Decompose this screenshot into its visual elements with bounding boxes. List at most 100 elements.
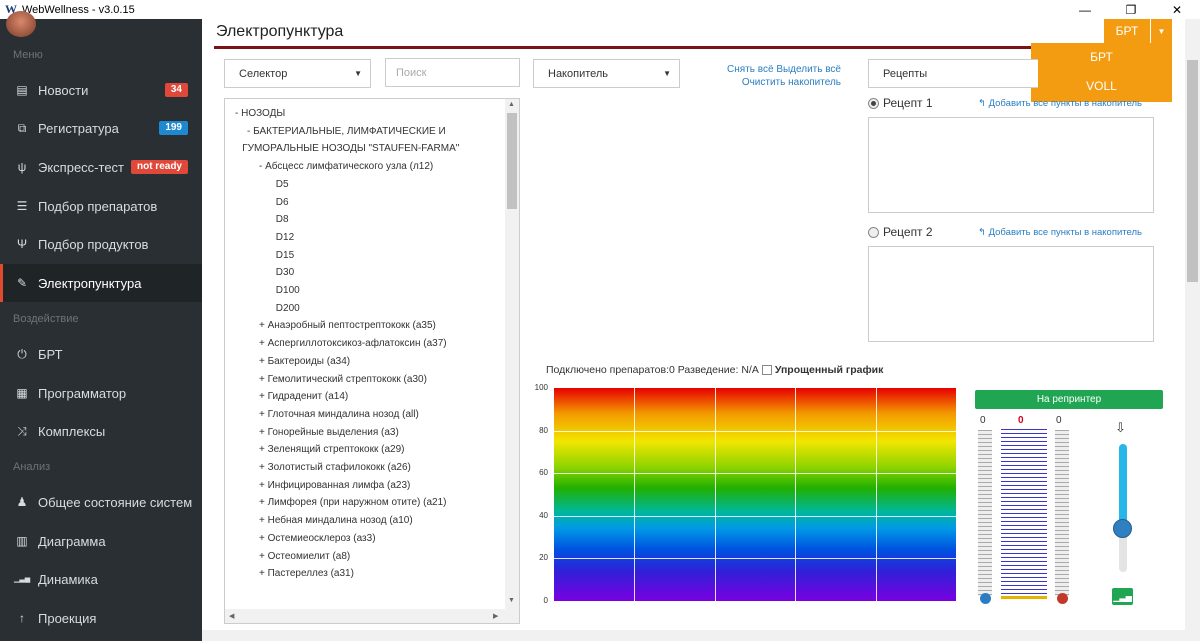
tree-scroll-thumb[interactable] <box>507 113 517 209</box>
sidebar-item-programmer[interactable]: ▦ Программатор <box>0 374 202 412</box>
tree-node[interactable]: - Абсцесс лимфатического узла (л12) <box>259 161 434 173</box>
tree-node[interactable]: + Зеленящий стрептококк (а29) <box>259 444 405 456</box>
sidebar-item-dynamics[interactable]: ▁▃▅ Динамика <box>0 560 202 598</box>
sliders-icon: ☰ <box>16 199 28 213</box>
simplified-chart-checkbox[interactable] <box>761 365 772 375</box>
tree-node[interactable]: + Глоточная миндалина нозод (all) <box>259 408 419 420</box>
tree-node[interactable]: + Остеомиелит (а8) <box>259 550 351 562</box>
tree-node[interactable]: D12 <box>275 231 295 243</box>
count-badge: not ready <box>130 160 188 174</box>
clear-accumulator-link[interactable]: Очистить накопитель <box>741 77 841 88</box>
selector-dropdown[interactable]: Селектор ▼ <box>224 59 371 88</box>
tree-node[interactable]: + Инфицированная лимфа (а23) <box>259 479 411 491</box>
tree-node[interactable]: ГУМОРАЛЬНЫЕ НОЗОДЫ "STAUFEN-FARMA" <box>242 143 460 155</box>
tree-node[interactable]: + Аспергиллотоксикоз-афлатоксин (а37) <box>259 338 447 350</box>
tree-node[interactable]: + Гидраденит (а14) <box>259 391 349 403</box>
tree-node[interactable]: + Бактероиды (а34) <box>259 355 351 367</box>
count-badge: 34 <box>164 83 188 97</box>
scroll-right-icon[interactable]: ▶ <box>493 613 499 620</box>
sidebar-item-diagram[interactable]: ▥ Диаграмма <box>0 522 202 560</box>
tree-node[interactable]: + Гемолитический стрептококк (а30) <box>259 373 427 385</box>
tree-node[interactable]: D100 <box>275 285 300 296</box>
recipe-1-add-link[interactable]: ↰ Добавить все пункты в накопитель <box>978 98 1142 109</box>
search-input[interactable]: Поиск <box>385 58 520 87</box>
recipe-1-textarea[interactable] <box>868 117 1154 213</box>
sidebar-item-label: Общее состояние систем <box>38 494 193 510</box>
recipe-2-add-link[interactable]: ↰ Добавить все пункты в накопитель <box>978 227 1142 238</box>
mode-dropdown-menu: БРТ VOLL <box>1031 43 1172 102</box>
radio-unselected-icon[interactable] <box>868 226 879 238</box>
tree-node[interactable]: + Анаэробный пептострептококк (а35) <box>259 320 436 332</box>
recipe-2-radio[interactable]: Рецепт 2 <box>868 225 933 239</box>
tree-node[interactable]: + Остемиеосклероз (аз3) <box>259 532 376 544</box>
page-scroll-thumb[interactable] <box>1187 60 1198 282</box>
header-divider <box>214 46 1172 49</box>
caret-down-icon[interactable]: ▼ <box>1150 19 1172 43</box>
right-marker-dot[interactable] <box>1057 593 1068 604</box>
sidebar-item-news[interactable]: ▤ Новости 34 <box>0 71 202 109</box>
signal-icon: ▁▃▅ <box>14 576 31 583</box>
sidebar-item-registry[interactable]: ⧉ Регистратура 199 <box>0 109 202 147</box>
mode-option-brt[interactable]: БРТ <box>1090 50 1113 64</box>
sidebar-item-label: Проекция <box>38 610 97 626</box>
close-button[interactable]: ✕ <box>1171 2 1183 17</box>
tree-node[interactable]: D15 <box>275 249 295 261</box>
sidebar-item-food-selection[interactable]: Ψ Подбор продуктов <box>0 225 202 263</box>
avatar[interactable] <box>6 11 36 37</box>
sidebar-item-complexes[interactable]: ⤨ Комплексы <box>0 412 202 450</box>
sidebar-item-label: Подбор продуктов <box>38 236 149 252</box>
tree-node[interactable]: - НОЗОДЫ <box>235 108 286 119</box>
sort-descending-icon[interactable]: ⇩ <box>1115 420 1126 435</box>
tree-horizontal-scrollbar[interactable]: ◀ ▶ <box>225 609 519 623</box>
window-title: WebWellness - v3.0.15 <box>22 3 135 16</box>
sidebar-item-label: Динамика <box>38 571 98 587</box>
chart-gridline-vertical <box>714 388 716 601</box>
sidebar-item-drug-selection[interactable]: ☰ Подбор препаратов <box>0 187 202 225</box>
restore-button[interactable]: ❐ <box>1125 2 1137 17</box>
sidebar-item-projection[interactable]: ↑ Проекция <box>0 599 202 637</box>
select-links[interactable]: Снять всё Выделить всё <box>727 64 841 75</box>
person-icon: ♟ <box>16 495 28 509</box>
y-tick-label: 80 <box>539 425 548 435</box>
scroll-down-icon[interactable]: ▼ <box>508 597 515 604</box>
right-scale <box>1055 430 1069 596</box>
left-marker-dot[interactable] <box>980 593 991 604</box>
recipe-2-textarea[interactable] <box>868 246 1154 342</box>
chart-gridline-horizontal <box>554 473 956 475</box>
tree-node[interactable]: + Небная миндалина нозод (а10) <box>259 515 413 527</box>
sidebar-item-label: Подбор препаратов <box>38 198 158 214</box>
minimize-button[interactable]: — <box>1079 2 1091 17</box>
scroll-up-icon[interactable]: ▲ <box>508 101 515 108</box>
tree-node[interactable]: + Гонорейные выделения (а3) <box>259 426 399 438</box>
tree-node[interactable]: D30 <box>275 267 295 279</box>
tree-node[interactable]: + Золотистый стафилококк (а26) <box>259 462 411 473</box>
page-title: Электропунктура <box>216 23 344 40</box>
count-badge: 199 <box>159 121 188 135</box>
caret-down-icon: ▼ <box>354 69 362 78</box>
mode-dropdown-label: БРТ <box>1115 24 1139 38</box>
level-slider-knob[interactable] <box>1113 519 1132 538</box>
page-horizontal-scrollbar[interactable] <box>202 630 1185 641</box>
tree-vertical-scrollbar[interactable]: ▲ ▼ <box>505 99 519 611</box>
tree-node[interactable]: + Пастереллез (а31) <box>259 568 354 580</box>
sidebar-item-express-test[interactable]: ψ Экспресс-тест not ready <box>0 148 202 186</box>
tree-node[interactable]: - БАКТЕРИАЛЬНЫЕ, ЛИМФАТИЧЕСКИЕ И <box>247 125 446 137</box>
radio-selected-icon[interactable] <box>868 97 879 109</box>
recipes-dropdown[interactable]: Рецепты <box>868 59 1038 88</box>
mode-dropdown-button[interactable]: БРТ ▼ <box>1104 19 1172 43</box>
mode-option-voll[interactable]: VOLL <box>1086 79 1117 93</box>
tree-node[interactable]: D200 <box>275 302 300 314</box>
signal-bars-button[interactable]: ▁▃▅ <box>1112 588 1133 605</box>
to-repeater-button[interactable]: На репринтер <box>975 390 1163 409</box>
accumulator-dropdown[interactable]: Накопитель ▼ <box>533 59 680 88</box>
recipe-1-radio[interactable]: Рецепт 1 <box>868 96 933 110</box>
tree-node[interactable]: D5 <box>275 178 289 190</box>
sidebar-item-general-state[interactable]: ♟ Общее состояние систем <box>0 483 202 521</box>
sidebar-item-brt[interactable]: ⏻ БРТ <box>0 335 202 373</box>
scroll-left-icon[interactable]: ◀ <box>229 613 235 620</box>
tree-node[interactable]: + Лимфорея (при наружном отите) (а21) <box>259 497 447 509</box>
tree-node[interactable]: D6 <box>275 196 289 208</box>
tree-node[interactable]: D8 <box>275 214 289 226</box>
y-tick-label: 40 <box>539 510 548 520</box>
sidebar-item-electropuncture[interactable]: ✎ Электропунктура <box>0 264 202 302</box>
